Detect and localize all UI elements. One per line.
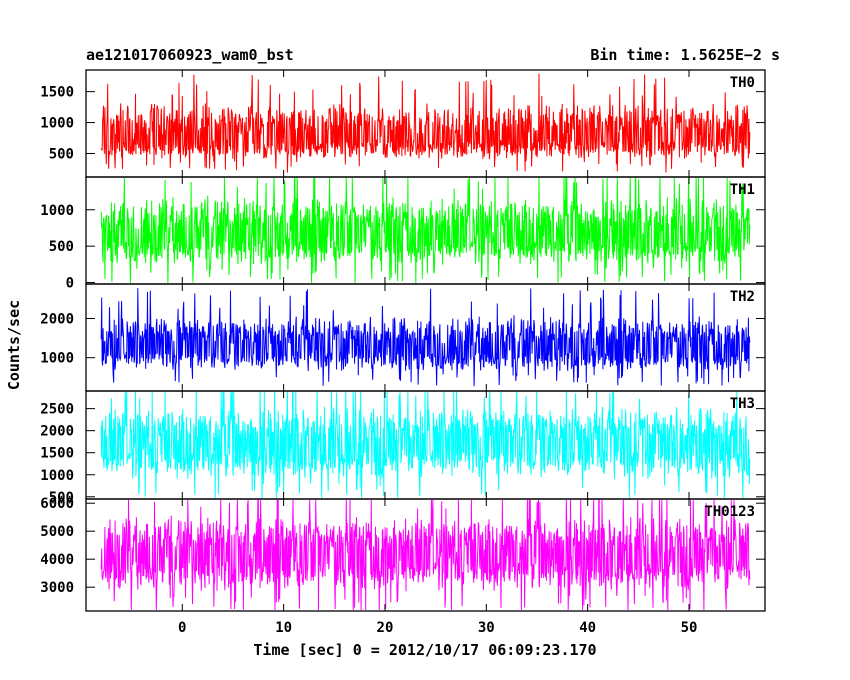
panel-label-th3: TH3 — [730, 396, 755, 412]
x-tick-label: 0 — [178, 620, 186, 636]
y-tick-label: 1000 — [40, 351, 74, 367]
series-line-th0123 — [100, 499, 751, 611]
series-line-th1 — [100, 177, 751, 284]
y-tick-label: 2000 — [40, 424, 74, 440]
chart-title: ae121017060923_wam0_bst — [86, 46, 294, 64]
y-tick-label: 5000 — [40, 524, 74, 540]
x-tick-label: 50 — [681, 620, 698, 636]
y-tick-label: 500 — [49, 239, 74, 255]
bin-time-label: Bin time: 1.5625E−2 s — [590, 46, 780, 64]
y-tick-label: 2000 — [40, 311, 74, 327]
series-line-th3 — [100, 391, 751, 499]
panel-label-th2: TH2 — [730, 289, 755, 305]
y-tick-label: 6000 — [40, 496, 74, 512]
series-line-th2 — [100, 288, 751, 387]
y-tick-label: 1500 — [40, 446, 74, 462]
y-tick-label: 500 — [49, 490, 74, 506]
panel-label-th1: TH1 — [730, 182, 755, 198]
y-tick-label: 1500 — [40, 85, 74, 101]
x-tick-label: 30 — [478, 620, 495, 636]
y-tick-label: 1000 — [40, 116, 74, 132]
x-tick-label: 20 — [377, 620, 394, 636]
y-tick-label: 2500 — [40, 402, 74, 418]
x-tick-label: 40 — [579, 620, 596, 636]
series-line-th0 — [100, 73, 751, 173]
panels: 50010001500TH005001000TH110002000TH25001… — [40, 69, 766, 636]
x-axis-label: Time [sec] 0 = 2012/10/17 06:09:23.170 — [253, 641, 596, 659]
y-tick-label: 3000 — [40, 580, 74, 596]
y-tick-label: 1000 — [40, 203, 74, 219]
x-tick-label: 10 — [275, 620, 292, 636]
y-tick-label: 4000 — [40, 552, 74, 568]
y-tick-label: 1000 — [40, 468, 74, 484]
y-tick-label: 0 — [66, 276, 74, 292]
y-axis-label: Counts/sec — [5, 300, 23, 390]
panel-frame — [85, 498, 766, 612]
panel-label-th0: TH0 — [730, 75, 755, 91]
y-tick-label: 500 — [49, 146, 74, 162]
panel-label-th0123: TH0123 — [704, 504, 755, 520]
